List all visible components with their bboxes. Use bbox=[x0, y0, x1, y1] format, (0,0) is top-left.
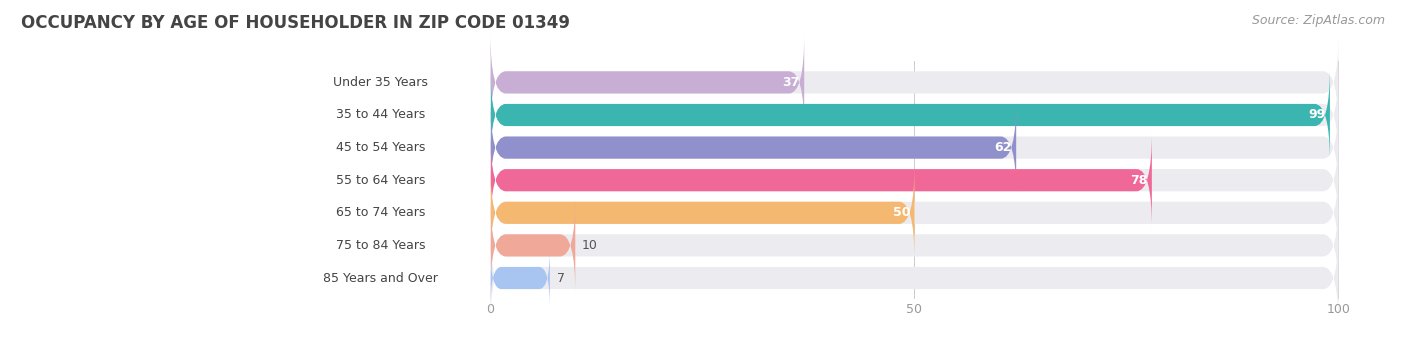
FancyBboxPatch shape bbox=[491, 248, 550, 308]
FancyBboxPatch shape bbox=[491, 67, 1330, 163]
Text: Source: ZipAtlas.com: Source: ZipAtlas.com bbox=[1251, 14, 1385, 27]
Text: 85 Years and Over: 85 Years and Over bbox=[323, 272, 437, 285]
Text: 37: 37 bbox=[783, 76, 800, 89]
FancyBboxPatch shape bbox=[278, 109, 491, 186]
FancyBboxPatch shape bbox=[491, 35, 804, 130]
Text: 62: 62 bbox=[994, 141, 1012, 154]
Text: 50: 50 bbox=[893, 206, 910, 219]
FancyBboxPatch shape bbox=[278, 174, 491, 251]
Text: 7: 7 bbox=[557, 272, 565, 285]
Text: 65 to 74 Years: 65 to 74 Years bbox=[336, 206, 425, 219]
FancyBboxPatch shape bbox=[491, 231, 1339, 326]
Text: 99: 99 bbox=[1309, 108, 1326, 121]
Text: 55 to 64 Years: 55 to 64 Years bbox=[336, 174, 425, 187]
Text: 78: 78 bbox=[1130, 174, 1147, 187]
FancyBboxPatch shape bbox=[491, 100, 1017, 195]
Text: 45 to 54 Years: 45 to 54 Years bbox=[336, 141, 425, 154]
Text: OCCUPANCY BY AGE OF HOUSEHOLDER IN ZIP CODE 01349: OCCUPANCY BY AGE OF HOUSEHOLDER IN ZIP C… bbox=[21, 14, 569, 32]
FancyBboxPatch shape bbox=[278, 76, 491, 153]
FancyBboxPatch shape bbox=[491, 67, 1339, 163]
Text: 10: 10 bbox=[582, 239, 598, 252]
Text: 35 to 44 Years: 35 to 44 Years bbox=[336, 108, 425, 121]
FancyBboxPatch shape bbox=[491, 35, 1339, 130]
FancyBboxPatch shape bbox=[491, 133, 1152, 228]
FancyBboxPatch shape bbox=[491, 100, 1339, 195]
FancyBboxPatch shape bbox=[278, 44, 491, 121]
Text: 75 to 84 Years: 75 to 84 Years bbox=[336, 239, 425, 252]
FancyBboxPatch shape bbox=[278, 207, 491, 284]
Text: Under 35 Years: Under 35 Years bbox=[333, 76, 427, 89]
FancyBboxPatch shape bbox=[491, 165, 1339, 260]
FancyBboxPatch shape bbox=[278, 240, 491, 317]
FancyBboxPatch shape bbox=[491, 133, 1339, 228]
FancyBboxPatch shape bbox=[491, 198, 1339, 293]
FancyBboxPatch shape bbox=[491, 198, 575, 293]
FancyBboxPatch shape bbox=[278, 142, 491, 219]
FancyBboxPatch shape bbox=[491, 165, 914, 260]
